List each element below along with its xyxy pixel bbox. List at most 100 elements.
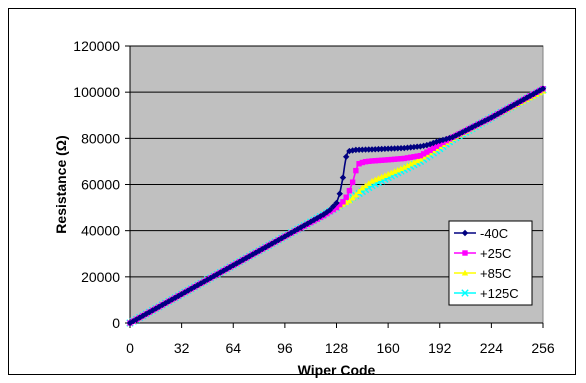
data-point [352, 146, 360, 154]
data-point [168, 296, 176, 303]
data-point [349, 179, 356, 185]
y-tick-label: 100000 [73, 84, 120, 100]
y-tick-label: 120000 [73, 38, 120, 54]
data-point [459, 129, 466, 136]
data-point [307, 218, 314, 226]
data-point-stroke [461, 289, 469, 297]
data-point [401, 163, 408, 170]
data-point [497, 108, 505, 116]
data-point [226, 263, 234, 271]
legend-item: +25C [454, 246, 511, 261]
data-point [411, 154, 417, 160]
data-point [246, 253, 253, 260]
data-point [252, 249, 260, 256]
data-point [388, 156, 395, 163]
data-point [353, 167, 359, 174]
data-point [462, 250, 468, 256]
data-point [294, 225, 301, 233]
data-point [320, 211, 327, 218]
data-point [175, 292, 182, 300]
data-point [342, 153, 350, 160]
data-point [343, 194, 349, 200]
data-point [339, 174, 347, 181]
data-point [408, 154, 414, 161]
data-point [281, 233, 289, 240]
legend-label: -40C [480, 226, 508, 241]
data-point [417, 152, 424, 159]
data-point [165, 298, 172, 305]
data-point [491, 112, 498, 119]
data-point [356, 161, 362, 167]
data-point [388, 145, 395, 152]
data-point [461, 269, 469, 276]
data-point [352, 191, 360, 198]
data-point [330, 203, 337, 210]
data-point [204, 276, 211, 283]
x-tick-label: 192 [428, 340, 452, 356]
data-point [217, 269, 224, 276]
data-point [407, 160, 414, 167]
data-point [184, 287, 192, 294]
data-point [488, 114, 495, 121]
data-point [146, 308, 153, 316]
data-point [213, 271, 221, 278]
data-point [233, 260, 240, 267]
data-point [391, 156, 398, 162]
data-point [359, 159, 366, 166]
data-point [420, 151, 427, 157]
data-series [126, 85, 547, 327]
data-point [368, 146, 376, 153]
y-tick-label: 20000 [81, 269, 120, 285]
data-point [401, 155, 407, 162]
x-tick-label: 224 [480, 340, 504, 356]
data-point [404, 162, 411, 169]
legend-label: +85C [480, 266, 511, 281]
x-tick-label: 32 [174, 340, 190, 356]
data-point [404, 155, 411, 161]
x-tick-label: 0 [126, 340, 134, 356]
data-point [359, 184, 366, 191]
data-point [207, 274, 214, 282]
data-point [539, 85, 547, 92]
legend: -40C +25C +85C +125C [448, 220, 533, 306]
data-point [365, 180, 372, 186]
data-point [369, 158, 375, 164]
data-point [385, 157, 391, 163]
data-point [484, 115, 492, 123]
data-point [395, 156, 401, 162]
data-point [271, 238, 279, 246]
x-tick-label: 128 [325, 340, 349, 356]
legend-item: +85C [454, 266, 511, 281]
data-point [410, 159, 418, 165]
legend-item: +125C [454, 286, 519, 301]
data-point [333, 204, 340, 211]
data-point [242, 254, 250, 262]
data-point [461, 289, 469, 297]
data-point [349, 194, 356, 201]
data-point [155, 303, 163, 310]
data-point [262, 244, 269, 251]
data-point [414, 153, 420, 159]
data-point [178, 290, 185, 298]
y-tick-label: 40000 [81, 223, 120, 239]
data-point [236, 258, 243, 265]
data-point [126, 319, 134, 327]
data-point [346, 197, 353, 204]
data-point [355, 188, 363, 194]
data-point [149, 307, 156, 314]
data-point [362, 158, 369, 165]
data-point [430, 145, 436, 151]
legend-label: +125C [480, 286, 519, 301]
x-tick-label: 160 [376, 340, 400, 356]
data-point [378, 145, 385, 153]
data-point [197, 280, 205, 287]
x-tick-label: 256 [531, 340, 555, 356]
series-40c [126, 85, 547, 327]
data-point [413, 157, 421, 164]
x-axis-title: Wiper Code [298, 362, 376, 378]
data-point [437, 141, 443, 147]
data-point [404, 144, 411, 151]
y-tick-label: 80000 [81, 130, 120, 146]
data-point [433, 143, 440, 149]
